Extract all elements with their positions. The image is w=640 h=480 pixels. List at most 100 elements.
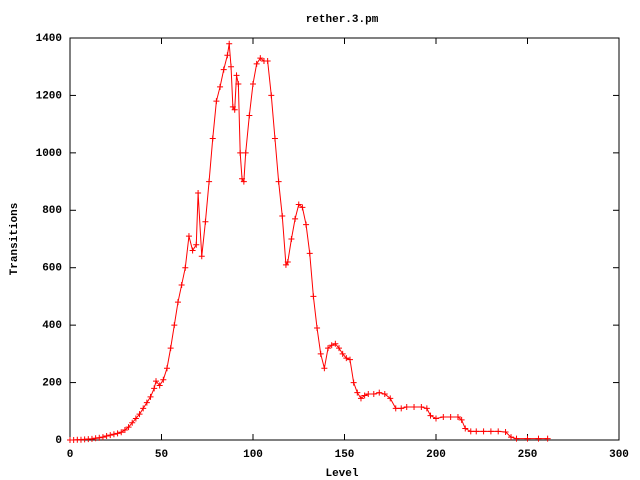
y-tick-label: 800 [42, 205, 62, 217]
point-marker [140, 405, 147, 412]
point-marker [321, 365, 328, 372]
y-tick-label: 600 [42, 263, 62, 275]
point-marker [240, 178, 247, 185]
x-tick-label: 200 [426, 449, 446, 461]
point-marker [361, 392, 368, 399]
point-marker [195, 190, 202, 197]
point-marker [392, 405, 399, 412]
point-marker [339, 350, 346, 357]
point-marker [92, 435, 99, 442]
point-marker [310, 293, 317, 300]
point-marker [233, 72, 240, 79]
point-marker [357, 395, 364, 402]
y-tick-label: 1000 [36, 148, 62, 160]
point-marker [224, 52, 231, 59]
point-marker [314, 325, 321, 332]
point-marker [284, 258, 291, 265]
x-axis-label: Level [325, 468, 358, 480]
point-marker [147, 393, 154, 400]
point-marker [433, 415, 439, 422]
point-marker [125, 424, 132, 431]
point-marker [182, 264, 189, 271]
point-marker [160, 376, 167, 383]
point-marker [209, 135, 216, 142]
point-marker [458, 416, 465, 423]
y-tick-label: 0 [55, 435, 62, 447]
chart-title: rether.3.pm [306, 14, 379, 26]
point-marker [235, 80, 242, 87]
point-marker [317, 350, 324, 357]
point-marker [264, 57, 271, 64]
point-marker [381, 391, 388, 398]
point-marker [403, 403, 410, 410]
x-tick-label: 150 [335, 449, 355, 461]
point-marker [343, 355, 350, 362]
point-marker [88, 435, 95, 442]
point-marker [535, 435, 542, 442]
point-marker [303, 221, 310, 228]
y-tick-label: 400 [42, 320, 62, 332]
point-marker [387, 395, 394, 402]
point-marker [257, 55, 264, 62]
point-marker [174, 299, 181, 306]
point-marker [376, 389, 383, 396]
point-marker [346, 356, 353, 363]
point-marker [440, 414, 447, 421]
y-tick-label: 200 [42, 377, 62, 389]
point-marker [336, 345, 343, 352]
point-marker [228, 63, 235, 70]
point-marker [143, 399, 150, 406]
point-marker [206, 178, 213, 185]
point-marker [398, 405, 405, 412]
point-marker [513, 435, 520, 442]
point-marker [279, 213, 286, 220]
point-marker [473, 428, 480, 435]
point-marker [246, 112, 253, 119]
point-marker [370, 391, 377, 398]
point-marker [99, 434, 106, 441]
point-marker [96, 434, 103, 441]
point-marker [268, 92, 275, 99]
point-marker [163, 365, 170, 372]
point-marker [275, 178, 282, 185]
point-marker [250, 80, 256, 87]
point-marker [288, 236, 295, 242]
point-marker [502, 428, 509, 435]
point-marker [242, 149, 249, 156]
point-marker [171, 322, 178, 329]
point-marker [118, 429, 125, 436]
point-marker [167, 345, 174, 352]
point-marker [220, 66, 227, 73]
point-marker [110, 431, 117, 438]
point-marker [487, 428, 494, 435]
point-marker [132, 415, 139, 422]
x-tick-label: 0 [67, 449, 74, 461]
point-marker [185, 233, 192, 240]
point-marker [107, 432, 114, 439]
point-marker [325, 345, 332, 352]
data-line [70, 43, 548, 441]
point-marker [299, 204, 306, 211]
x-tick-label: 50 [155, 449, 168, 461]
point-marker [193, 241, 200, 248]
point-marker [213, 98, 220, 105]
point-marker [114, 430, 121, 437]
point-marker [103, 432, 110, 439]
point-marker [447, 414, 454, 421]
point-marker [156, 382, 163, 389]
point-marker [332, 340, 339, 347]
point-marker [189, 247, 196, 254]
y-tick-label: 1200 [36, 90, 62, 102]
point-marker [151, 385, 158, 392]
point-marker [350, 379, 357, 386]
point-marker [231, 106, 238, 113]
point-marker [462, 425, 469, 432]
point-marker [411, 403, 418, 410]
point-marker [354, 389, 361, 396]
y-tick-label: 1400 [36, 33, 62, 45]
point-marker [153, 378, 160, 385]
point-marker [121, 426, 128, 433]
point-marker [226, 40, 233, 47]
point-marker [495, 428, 502, 435]
